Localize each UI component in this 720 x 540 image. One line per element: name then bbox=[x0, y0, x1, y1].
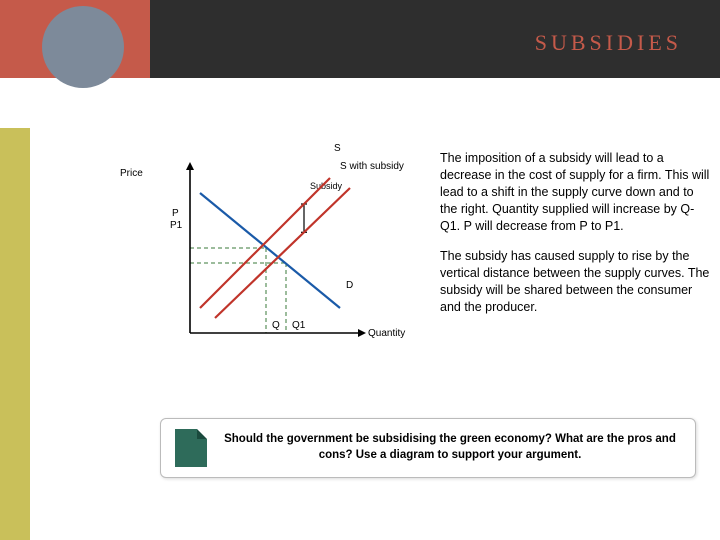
axis-label-price: Price bbox=[120, 168, 143, 179]
content-area: Price P P1 S S with subsidy Subsidy D Q … bbox=[30, 128, 720, 540]
explanation-text: The imposition of a subsidy will lead to… bbox=[440, 150, 712, 330]
callout-box: Should the government be subsidising the… bbox=[160, 418, 696, 478]
header-band: SUBSIDIES bbox=[0, 0, 720, 78]
document-icon bbox=[175, 429, 207, 467]
paragraph-2: The subsidy has caused supply to rise by… bbox=[440, 248, 712, 316]
supply-demand-chart bbox=[160, 148, 410, 358]
page-title: SUBSIDIES bbox=[535, 30, 682, 56]
header-circle bbox=[42, 6, 124, 88]
callout-text: Should the government be subsidising the… bbox=[219, 432, 681, 463]
paragraph-1: The imposition of a subsidy will lead to… bbox=[440, 150, 712, 234]
left-stripe bbox=[0, 128, 30, 540]
chart-svg bbox=[160, 148, 410, 358]
